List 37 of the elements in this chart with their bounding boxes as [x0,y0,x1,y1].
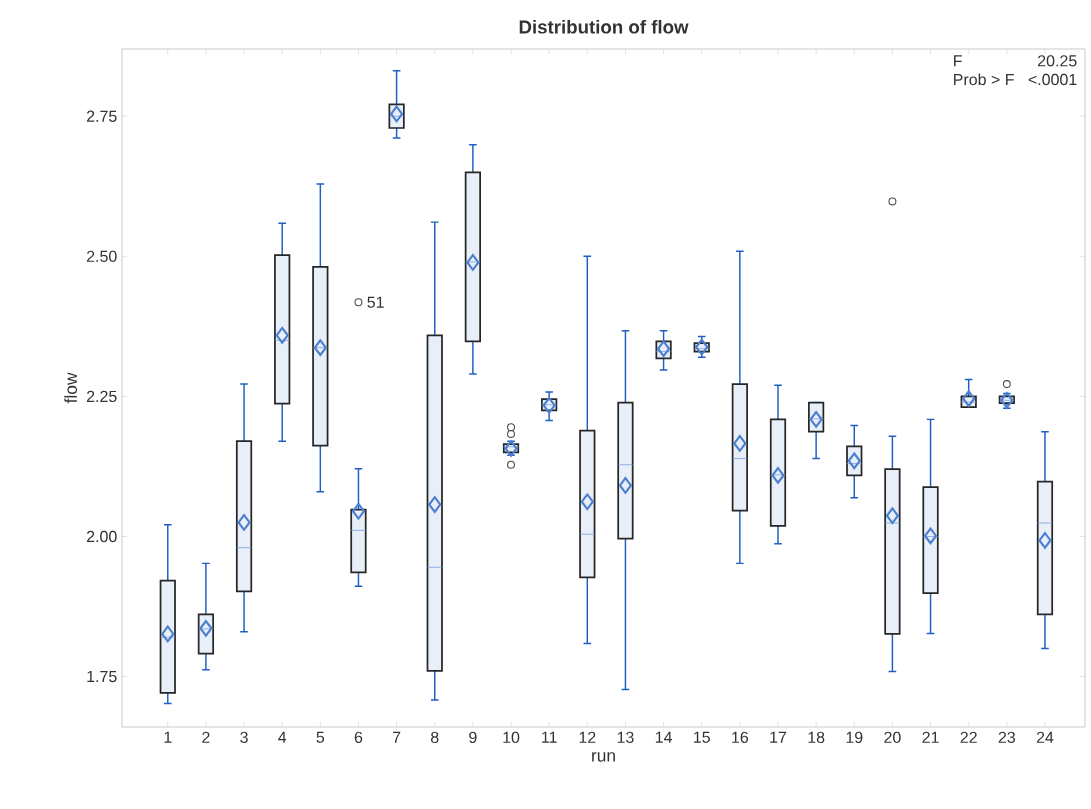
annotation: F [954,55,962,67]
x-tick-label: 3 [240,731,248,744]
y-tick-label: 1.75 [87,670,117,683]
x-tick-label: 18 [808,731,825,744]
x-tick-label: 17 [770,731,787,743]
x-tick-label: 16 [732,731,749,744]
chart-title: Distribution of flow [519,19,689,34]
x-tick-label: 4 [278,731,287,743]
annotation: <.0001 [1028,73,1077,86]
x-tick-label: 11 [542,731,557,743]
y-tick-label: 2.75 [86,110,117,122]
x-tick-label: 24 [1036,731,1054,743]
y-tick-label: 2.00 [86,530,117,543]
x-tick-label: 8 [430,731,439,744]
x-tick-label: 2 [202,731,210,743]
x-tick-label: 19 [846,731,863,744]
annotation: 51 [367,296,384,308]
y-axis-title: flow [64,372,77,404]
x-tick-label: 22 [960,731,977,743]
annotation: 20.25 [1038,55,1077,67]
x-tick-label: 7 [392,731,401,743]
x-tick-label: 6 [354,731,363,744]
x-tick-label: 9 [469,731,477,744]
x-tick-label: 23 [998,731,1016,744]
y-tick-label: 2.50 [86,250,117,262]
x-tick-label: 14 [655,731,672,743]
x-tick-label: 20 [884,731,901,744]
x-tick-label: 15 [694,731,710,743]
x-tick-label: 21 [922,731,939,743]
x-tick-label: 5 [316,731,325,743]
y-tick-label: 2.25 [86,390,117,403]
x-tick-label: 13 [617,731,634,744]
x-tick-label: 12 [579,731,596,743]
x-axis-title: run [592,752,615,762]
annotation: Prob > F [954,73,1014,86]
x-tick-label: 10 [503,731,520,744]
x-tick-label: 1 [164,731,172,743]
